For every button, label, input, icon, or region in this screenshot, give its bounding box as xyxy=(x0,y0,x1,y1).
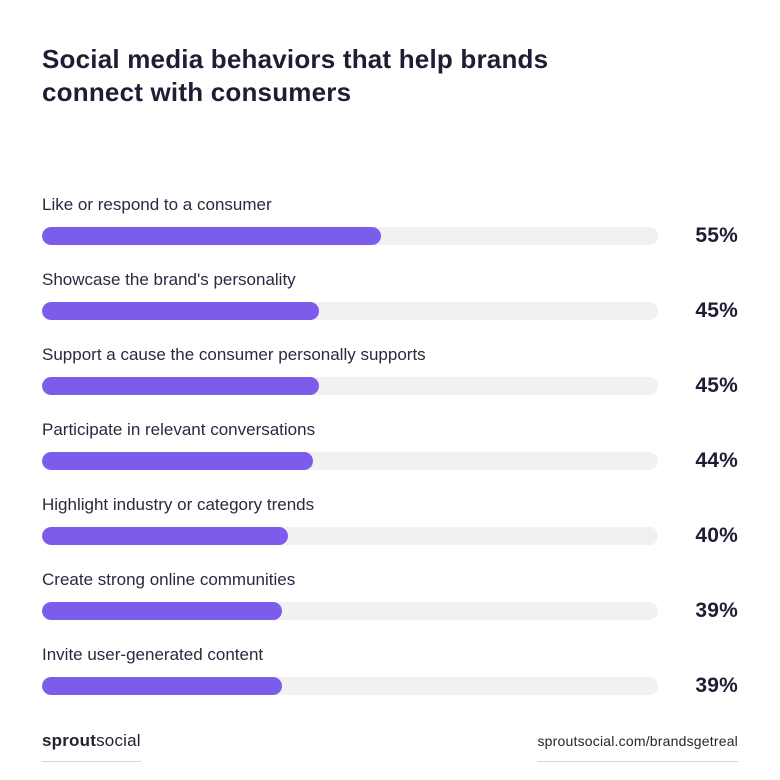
chart-row: Like or respond to a consumer 55% xyxy=(42,193,738,248)
bar-chart: Like or respond to a consumer 55% Showcase… xyxy=(42,193,738,718)
bar-fill xyxy=(42,227,381,245)
chart-row: Showcase the brand's personality 45% xyxy=(42,268,738,323)
sprout-logo: sproutsocial xyxy=(42,731,141,750)
chart-rows: Like or respond to a consumer 55% Showcase… xyxy=(42,193,738,698)
bar-fill xyxy=(42,377,320,395)
bar-row-body: 39% xyxy=(42,599,738,623)
bar-track xyxy=(42,602,658,620)
bar-label: Participate in relevant conversations xyxy=(42,420,316,439)
bar-row-body: 45% xyxy=(42,299,738,323)
bar-fill xyxy=(42,452,314,470)
bar-label: Highlight industry or category trends xyxy=(42,495,315,514)
bar-fill xyxy=(42,527,289,545)
bar-label: Support a cause the consumer personally … xyxy=(42,345,426,364)
chart-row: Support a cause the consumer personally … xyxy=(42,343,738,398)
bar-fill xyxy=(42,602,283,620)
bar-label: Showcase the brand's personality xyxy=(42,270,296,289)
bar-track xyxy=(42,227,658,245)
bar-label: Like or respond to a consumer xyxy=(42,195,272,214)
sprout-logo-bold: sprout xyxy=(42,731,97,750)
bar-track xyxy=(42,527,658,545)
bar-value: 45% xyxy=(695,299,738,322)
bar-label: Invite user-generated content xyxy=(42,645,264,664)
spacer xyxy=(42,718,738,731)
bar-row-body: 44% xyxy=(42,449,738,473)
page-title-line2: connect with consumers xyxy=(42,77,352,107)
page-title: Social media behaviors that help brands … xyxy=(42,43,738,109)
footer-left: sproutsocial xyxy=(42,731,141,762)
bar-track xyxy=(42,452,658,470)
bar-track xyxy=(42,677,658,695)
bar-track xyxy=(42,302,658,320)
bar-fill xyxy=(42,677,283,695)
bar-row-body: 45% xyxy=(42,374,738,398)
bar-label: Create strong online communities xyxy=(42,570,296,589)
bar-value: 39% xyxy=(695,599,738,622)
bar-value: 55% xyxy=(695,224,738,247)
chart-row: Create strong online communities 39% xyxy=(42,568,738,623)
footer-right: sproutsocial.com/brandsgetreal xyxy=(537,733,738,762)
chart-row: Participate in relevant conversations 44% xyxy=(42,418,738,473)
bar-fill xyxy=(42,302,320,320)
bar-value: 44% xyxy=(695,449,738,472)
bar-value: 40% xyxy=(695,524,738,547)
chart-row: Highlight industry or category trends 40% xyxy=(42,493,738,548)
chart-row: Invite user-generated content 39% xyxy=(42,643,738,698)
sprout-logo-regular: social xyxy=(96,731,141,750)
bar-value: 39% xyxy=(695,674,738,697)
bar-value: 45% xyxy=(695,374,738,397)
bar-row-body: 40% xyxy=(42,524,738,548)
footer: sproutsocial sproutsocial.com/brandsgetr… xyxy=(42,731,738,762)
bar-row-body: 39% xyxy=(42,674,738,698)
bar-row-body: 55% xyxy=(42,224,738,248)
footer-url: sproutsocial.com/brandsgetreal xyxy=(537,733,738,749)
page-title-line1: Social media behaviors that help brands xyxy=(42,44,549,74)
bar-track xyxy=(42,377,658,395)
